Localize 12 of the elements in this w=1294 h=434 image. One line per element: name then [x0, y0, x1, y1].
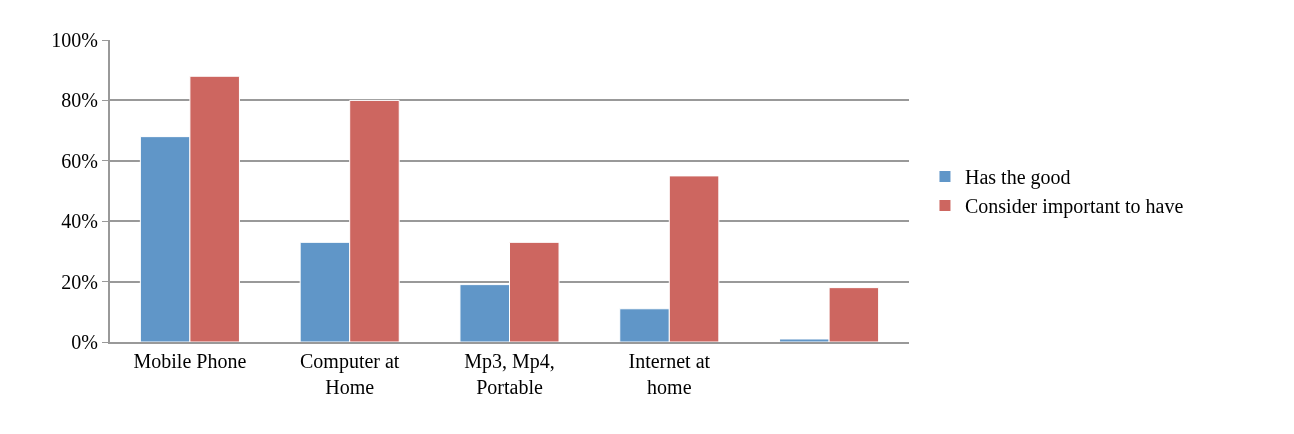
y-tick-label: 0% [71, 331, 98, 353]
legend-label: Consider important to have [964, 195, 1184, 219]
x-tick-label: Internet at home [628, 350, 711, 398]
y-tick-label: 100% [51, 29, 98, 51]
x-tick-label: Computer at Home [299, 350, 400, 398]
y-tick-label: 40% [61, 210, 98, 233]
x-tick-label: Mp3, Mp4, Portable [464, 350, 555, 398]
y-tick-label: 60% [61, 149, 98, 172]
legend-label: Has the good [964, 166, 1071, 190]
x-tick-label: Mobile Phone [133, 350, 247, 372]
y-tick-label: 80% [61, 89, 98, 112]
y-tick-label: 20% [61, 270, 98, 293]
